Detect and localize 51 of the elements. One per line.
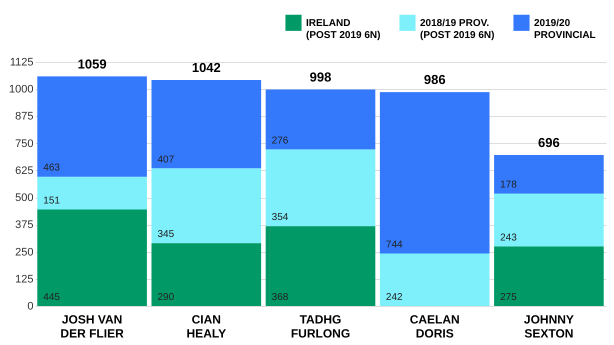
data-label: 178 <box>500 180 518 191</box>
data-label: 151 <box>43 195 60 206</box>
bar <box>37 76 147 177</box>
data-label: 345 <box>157 229 175 240</box>
bar <box>380 254 490 306</box>
data-label: 275 <box>500 292 518 303</box>
bar <box>494 194 604 246</box>
bar <box>380 92 490 254</box>
bar <box>494 246 604 306</box>
data-label: 463 <box>43 162 60 174</box>
total-label: 1042 <box>192 60 221 75</box>
y-tick-label: 250 <box>15 246 34 258</box>
y-tick-label: 1000 <box>9 84 34 96</box>
legend-label: 2018/19 PROV. (POST 2019 6N) <box>420 18 494 41</box>
x-tick-label: CIAN HEALY <box>186 312 226 340</box>
bar <box>494 155 604 194</box>
bar <box>151 243 262 306</box>
total-label: 998 <box>310 70 332 85</box>
x-tick-label: JOSH VAN DER FLIER <box>60 312 124 340</box>
y-tick-label: 0 <box>27 300 34 312</box>
y-tick-label: 875 <box>15 110 34 123</box>
x-tick-label: TADHG FURLONG <box>290 312 350 340</box>
legend-label: IRELAND (POST 2019 6N) <box>306 18 380 41</box>
data-label: 744 <box>386 240 404 251</box>
y-tick-label: 750 <box>15 138 34 150</box>
y-tick-label: 1125 <box>10 56 34 68</box>
bar <box>37 209 147 306</box>
data-label: 276 <box>272 135 289 146</box>
bar <box>266 90 376 150</box>
y-tick-label: 625 <box>15 164 34 177</box>
total-label: 696 <box>538 135 560 150</box>
bar <box>266 149 376 226</box>
y-tick-label: 375 <box>15 219 34 232</box>
data-label: 290 <box>157 292 175 303</box>
data-label: 407 <box>157 154 175 166</box>
bar <box>37 176 147 210</box>
bar <box>151 168 262 244</box>
bar <box>151 80 262 168</box>
data-label: 368 <box>272 292 289 303</box>
y-tick-label: 125 <box>15 273 34 286</box>
total-label: 986 <box>424 72 446 88</box>
total-label: 1059 <box>78 56 107 72</box>
data-label: 354 <box>272 212 289 224</box>
x-tick-label: CAELAN DORIS <box>410 312 460 340</box>
data-label: 445 <box>43 292 60 303</box>
data-label: 242 <box>386 292 404 303</box>
legend-label: 2019/20 PROVINCIAL <box>534 18 596 41</box>
y-tick-label: 500 <box>15 192 34 204</box>
x-tick-label: JOHNNY SEXTON <box>524 312 574 340</box>
data-label: 243 <box>500 232 518 244</box>
bar <box>266 226 376 306</box>
